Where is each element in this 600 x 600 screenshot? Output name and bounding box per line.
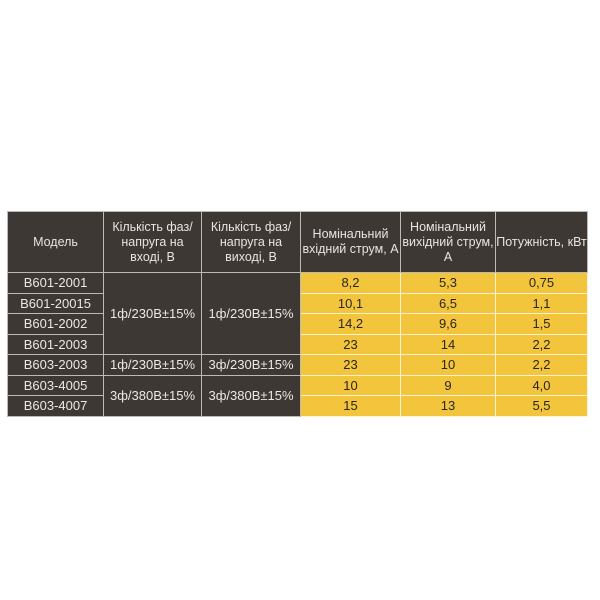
header-input-phase: Кількість фаз/напруга на вході, В (103, 211, 202, 273)
input-current-cell: 15 (300, 395, 401, 417)
model-cell: B603-2003 (7, 354, 104, 376)
input-phase-cell: 1ф/230В±15% (103, 272, 202, 355)
power-cell: 4,0 (495, 374, 588, 396)
table-row: B603-2003 1ф/230В±15% 3ф/230В±15% 23 10 … (7, 354, 588, 376)
input-current-cell: 8,2 (300, 272, 401, 294)
model-cell: B601-2001 (7, 272, 104, 294)
table-row: B601-20015 10,1 6,5 1,1 (7, 292, 588, 314)
power-cell: 1,1 (495, 292, 588, 314)
table-row: B601-2001 1ф/230В±15% 1ф/230В±15% 8,2 5,… (7, 272, 588, 355)
power-cell: 5,5 (495, 395, 588, 417)
model-cell: B601-20015 (7, 292, 104, 314)
output-current-cell: 13 (400, 395, 496, 417)
header-row: Модель Кількість фаз/напруга на вході, В… (7, 211, 588, 273)
output-current-cell: 6,5 (400, 292, 496, 314)
input-current-cell: 23 (300, 333, 401, 355)
output-current-cell: 10 (400, 354, 496, 376)
header-output-phase: Кількість фаз/напруга на виході, В (201, 211, 301, 273)
input-current-cell: 23 (300, 354, 401, 376)
input-phase-cell: 1ф/230В±15% (103, 354, 202, 376)
output-current-cell: 5,3 (400, 272, 496, 294)
output-current-cell: 14 (400, 333, 496, 355)
table-row: B603-4005 3ф/380В±15% 3ф/380В±15% 10 9 4… (7, 374, 588, 417)
table-row: B601-2003 23 14 2,2 (7, 333, 588, 355)
output-phase-cell: 1ф/230В±15% (201, 272, 301, 355)
specs-table: Модель Кількість фаз/напруга на вході, В… (7, 211, 588, 417)
model-cell: B601-2002 (7, 313, 104, 335)
model-cell: B603-4005 (7, 374, 104, 396)
power-cell: 2,2 (495, 333, 588, 355)
input-phase-cell: 3ф/380В±15% (103, 374, 202, 417)
output-current-cell: 9 (400, 374, 496, 396)
output-phase-cell: 3ф/230В±15% (201, 354, 301, 376)
header-input-current: Номінальний вхідний струм, А (300, 211, 401, 273)
model-cell: B601-2003 (7, 333, 104, 355)
input-current-cell: 10 (300, 374, 401, 396)
table-row: B603-4007 15 13 5,5 (7, 395, 588, 417)
output-phase-cell: 3ф/380В±15% (201, 374, 301, 417)
header-output-current: Номінальний вихідний струм, А (400, 211, 496, 273)
power-cell: 2,2 (495, 354, 588, 376)
output-current-cell: 9,6 (400, 313, 496, 335)
header-model: Модель (7, 211, 104, 273)
power-cell: 0,75 (495, 272, 588, 294)
input-current-cell: 10,1 (300, 292, 401, 314)
input-current-cell: 14,2 (300, 313, 401, 335)
header-power: Потужність, кВт (495, 211, 588, 273)
power-cell: 1,5 (495, 313, 588, 335)
model-cell: B603-4007 (7, 395, 104, 417)
